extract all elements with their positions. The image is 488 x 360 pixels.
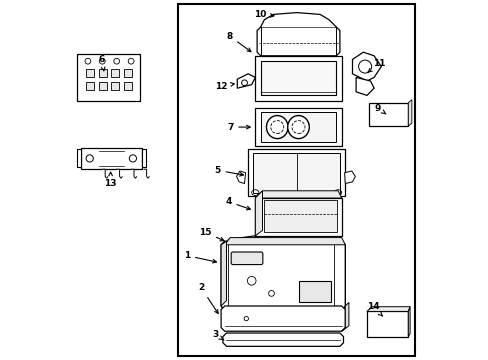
Polygon shape [255,191,341,198]
Text: 1: 1 [183,251,216,263]
Text: 11: 11 [367,59,385,72]
Text: 10: 10 [253,10,273,19]
Polygon shape [260,13,336,27]
Text: 15: 15 [198,228,224,241]
Bar [99,82,106,90]
Polygon shape [142,149,145,167]
Bar [366,311,407,337]
Polygon shape [355,77,373,95]
Text: 13: 13 [104,172,117,188]
Polygon shape [223,333,343,346]
Text: 8: 8 [226,32,250,51]
Polygon shape [407,307,409,337]
Bar [81,148,142,169]
Bar [86,69,94,77]
FancyBboxPatch shape [231,252,263,265]
Polygon shape [257,27,339,56]
Bar [111,82,119,90]
Text: 3: 3 [212,330,224,340]
Bar [298,281,330,302]
Bar [255,108,341,146]
Bar [368,103,407,126]
Polygon shape [344,171,355,184]
Polygon shape [341,302,348,331]
Polygon shape [131,169,137,178]
Bar [178,4,415,356]
Bar [263,200,337,232]
Polygon shape [407,100,411,126]
Text: 2: 2 [198,284,218,314]
Ellipse shape [266,116,287,139]
Polygon shape [117,169,122,178]
Bar [260,61,336,95]
Bar [77,54,140,101]
Bar [123,82,132,90]
Bar [253,153,339,193]
Text: 12: 12 [214,82,234,91]
Polygon shape [102,169,108,178]
Polygon shape [221,241,345,311]
Text: 14: 14 [366,302,382,316]
Bar [123,69,132,77]
Polygon shape [366,307,409,311]
Polygon shape [352,52,381,81]
Text: 5: 5 [214,166,243,176]
Polygon shape [255,191,262,236]
Ellipse shape [287,116,309,139]
Bar [255,56,341,101]
Polygon shape [221,306,345,331]
Polygon shape [224,238,345,245]
Text: 4: 4 [224,197,250,210]
Bar [260,112,336,142]
Bar [111,69,119,77]
Bar [255,198,341,236]
Bar [86,82,94,90]
Polygon shape [221,241,226,306]
Bar [247,149,345,196]
Bar [99,69,106,77]
Text: 9: 9 [374,104,385,114]
Polygon shape [77,149,81,167]
Polygon shape [237,74,255,88]
Text: 6: 6 [98,55,105,71]
Polygon shape [236,171,245,184]
Text: 7: 7 [226,123,250,132]
Polygon shape [143,169,149,178]
Polygon shape [228,236,255,248]
